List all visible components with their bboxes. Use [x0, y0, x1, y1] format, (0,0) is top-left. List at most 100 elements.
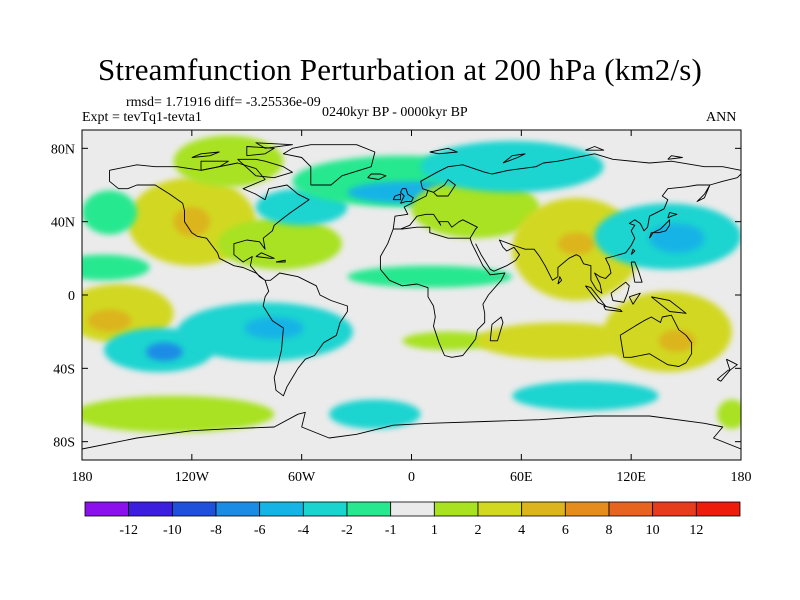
coastline-0 — [109, 162, 348, 397]
period-label: 0240kyr BP - 0000kyr BP — [322, 105, 468, 120]
y-tick-label-4: 80S — [53, 436, 75, 451]
coastline-30 — [429, 147, 458, 155]
coastline-18 — [630, 261, 643, 283]
x-tick-label-3: 0 — [408, 470, 415, 485]
colorbar-label-7: 1 — [431, 523, 438, 538]
anomaly-region-3 — [146, 342, 183, 362]
season-label: ANN — [706, 110, 737, 125]
colorbar-swatch-13 — [652, 501, 697, 517]
anomaly-region-28 — [512, 381, 659, 411]
anomaly-region-20 — [649, 223, 705, 253]
anomaly-region-11 — [244, 317, 304, 339]
colorbar-label-8: 2 — [475, 523, 482, 538]
coastline-1 — [282, 144, 376, 186]
coastline-20 — [716, 369, 731, 382]
colorbar-swatch-3 — [215, 501, 261, 517]
y-tick-label-1: 40N — [51, 216, 75, 231]
colorbar-label-11: 8 — [606, 523, 613, 538]
colorbar-swatch-8 — [433, 501, 479, 517]
coastline-2 — [392, 153, 741, 230]
coastline-14 — [603, 305, 623, 312]
coastline-7 — [649, 219, 671, 239]
y-tick-label-2: 0 — [68, 289, 75, 304]
colorbar-label-3: -6 — [254, 523, 266, 538]
y-tick-label-3: 40S — [53, 362, 75, 377]
coastline-29 — [255, 142, 293, 149]
coastline-24 — [275, 259, 286, 263]
colorbar-swatch-11 — [564, 501, 610, 517]
anomaly-region-15 — [411, 179, 540, 239]
x-tick-label-4: 60E — [510, 470, 533, 485]
coastline-8 — [667, 212, 678, 219]
colorbar-swatch-6 — [346, 501, 392, 517]
coastline-3 — [393, 213, 478, 239]
coastline-12 — [489, 316, 504, 342]
coastline-31 — [502, 153, 526, 164]
coastline-28 — [246, 146, 275, 157]
coastline-layer — [82, 142, 741, 450]
coastline-32 — [585, 146, 605, 151]
coastline-5 — [475, 173, 741, 294]
colorbar-swatch-5 — [302, 501, 348, 517]
colorbar-swatch-0 — [84, 501, 130, 517]
colorbar-label-1: -10 — [163, 523, 182, 538]
coastline-17 — [651, 296, 687, 314]
colorbar-label-12: 10 — [646, 523, 660, 538]
coastline-22 — [630, 248, 636, 256]
anomaly-region-23 — [475, 322, 641, 360]
colorbar-label-10: 6 — [562, 523, 569, 538]
colorbar-label-2: -8 — [210, 523, 222, 538]
chart-title: Streamfunction Perturbation at 200 hPa (… — [97, 52, 703, 87]
anomaly-region-17 — [557, 232, 595, 255]
anomaly-region-6 — [217, 218, 342, 270]
rmsd-diff-label: rmsd= 1.71916 diff= -3.25536e-09 — [126, 95, 321, 110]
coastline-25 — [200, 160, 229, 171]
experiment-label: Expt = tevTq1-tevta1 — [82, 110, 202, 125]
colorbar-swatch-10 — [521, 501, 566, 517]
coastline-15 — [610, 281, 630, 303]
anomaly-region-1 — [87, 309, 132, 332]
coastline-11 — [367, 173, 387, 180]
anomaly-region-29 — [717, 399, 741, 429]
colorbar-swatch-1 — [128, 501, 173, 517]
colorbar-label-5: -2 — [341, 523, 353, 538]
anomaly-region-26 — [82, 395, 275, 433]
coastline-10 — [392, 193, 401, 201]
coastline-27 — [191, 151, 220, 158]
coastline-33 — [667, 155, 683, 160]
x-tick-label-1: 120W — [175, 470, 210, 485]
colorbar-swatch-12 — [608, 501, 654, 517]
anomaly-region-9 — [82, 190, 137, 235]
colorbar: -12 -10 -8 -6 -4 -2 -1 1 2 4 6 8 10 12 — [84, 501, 741, 538]
anomaly-region-8 — [82, 254, 150, 281]
coastline-23 — [255, 252, 275, 259]
coastline-26 — [237, 158, 293, 179]
coastline-16 — [628, 292, 641, 305]
x-tick-label-5: 120E — [616, 470, 646, 485]
anomaly-region-27 — [329, 399, 421, 429]
colorbar-swatch-7 — [390, 501, 435, 517]
coastline-6 — [619, 314, 693, 367]
colorbar-label-13: 12 — [689, 523, 703, 538]
anomaly-region-18 — [420, 141, 604, 193]
coastline-34 — [82, 411, 741, 450]
coastline-4 — [379, 228, 506, 358]
colorbar-swatch-4 — [259, 501, 304, 517]
axis-layer: 180 120W 60W 0 60E 120E 180 80N 40N 0 40S 80S — [51, 130, 752, 485]
coastline-9 — [400, 188, 414, 204]
colorbar-label-6: -1 — [385, 523, 397, 538]
y-tick-label-0: 80N — [51, 142, 75, 157]
colorbar-swatch-2 — [171, 501, 217, 517]
coastline-21 — [557, 276, 563, 285]
colorbar-label-9: 4 — [518, 523, 525, 538]
x-tick-label-0: 180 — [72, 470, 93, 485]
colorbar-swatch-9 — [477, 501, 523, 517]
x-tick-label-6: 180 — [731, 470, 752, 485]
colorbar-label-4: -4 — [297, 523, 309, 538]
colorbar-swatch-14 — [695, 501, 741, 517]
x-tick-label-2: 60W — [288, 470, 316, 485]
coastline-19 — [725, 358, 738, 371]
anomaly-region-5 — [173, 207, 211, 237]
colorbar-label-0: -12 — [119, 523, 138, 538]
